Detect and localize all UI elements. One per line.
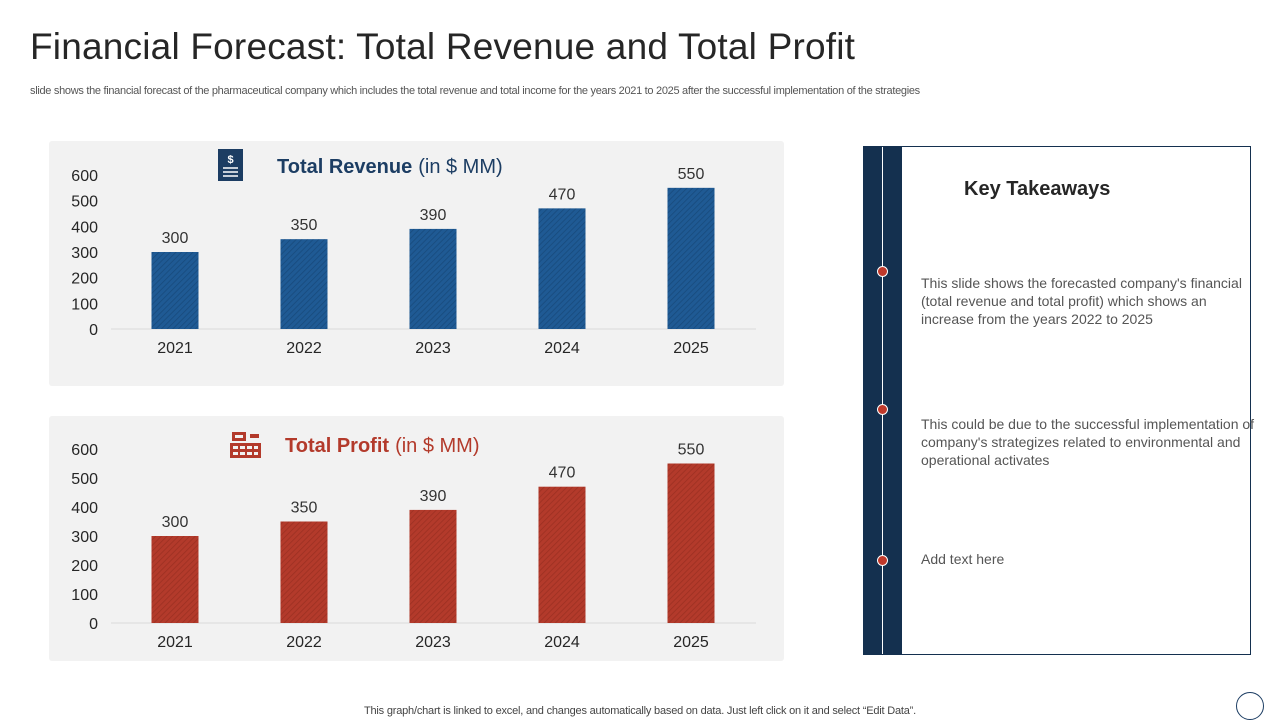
rev-bar-2021[interactable] (151, 252, 199, 329)
rev-x-tick-label: 2023 (415, 340, 451, 357)
rev-bar-2024[interactable] (538, 208, 586, 329)
prof-x-tick-label: 2024 (544, 634, 580, 651)
rev-x-tick-label: 2025 (673, 340, 709, 357)
rev-data-label: 350 (291, 217, 318, 234)
navigation-circle-icon[interactable] (1236, 692, 1264, 720)
profit-title-unit: (in $ MM) (395, 435, 479, 457)
cash-register-icon (230, 432, 261, 458)
rev-y-tick-label: 500 (71, 194, 98, 211)
prof-y-tick-label: 200 (71, 558, 98, 575)
rev-data-label: 300 (162, 230, 189, 247)
prof-y-tick-label: 400 (71, 500, 98, 517)
rev-bar-2025[interactable] (667, 187, 715, 329)
dollar-document-icon: $ (218, 149, 243, 181)
prof-x-tick-label: 2021 (157, 634, 193, 651)
prof-x-tick-label: 2025 (673, 634, 709, 651)
svg-text:$: $ (227, 154, 233, 166)
prof-data-label: 300 (162, 514, 189, 531)
takeaway-item-3[interactable]: Add text here (921, 551, 1005, 567)
prof-bar-2023[interactable] (409, 509, 457, 623)
takeaway-item-2: This could be due to the successful impl… (921, 416, 1255, 468)
rev-y-tick-label: 200 (71, 271, 98, 288)
prof-bar-2025[interactable] (667, 463, 715, 624)
rev-data-label: 390 (420, 207, 447, 224)
revenue-chart[interactable]: $ Total Revenue (in $ MM) 0 100 200 300 400 50… (49, 141, 784, 386)
rev-bar-2023[interactable] (409, 228, 457, 329)
rev-x-tick-label: 2022 (286, 340, 322, 357)
rev-y-tick-label: 400 (71, 219, 98, 236)
revenue-chart-panel[interactable]: $ Total Revenue (in $ MM) 0 100 200 300 400 50… (49, 141, 784, 386)
profit-title-bold: Total Profit (285, 435, 389, 457)
rev-y-tick-label: 0 (89, 322, 98, 339)
key-takeaways-panel: Key Takeaways This slide shows the forec… (863, 146, 1254, 655)
rev-data-label: 550 (678, 166, 705, 183)
prof-data-label: 390 (420, 488, 447, 505)
page-subtitle: slide shows the financial forecast of th… (30, 85, 920, 97)
rev-bar-2022[interactable] (280, 239, 328, 329)
prof-y-tick-label: 100 (71, 587, 98, 604)
takeaway-sidebar-strip (864, 147, 902, 654)
prof-bar-2022[interactable] (280, 521, 328, 624)
prof-y-tick-label: 500 (71, 471, 98, 488)
revenue-title-unit: (in $ MM) (418, 156, 502, 178)
page-title: Financial Forecast: Total Revenue and To… (30, 26, 856, 67)
prof-y-tick-label: 600 (71, 442, 98, 459)
key-takeaways-heading: Key Takeaways (964, 178, 1111, 200)
rev-y-tick-label: 100 (71, 296, 98, 313)
timeline-line (882, 147, 883, 654)
rev-data-label: 470 (549, 186, 576, 203)
prof-x-tick-label: 2023 (415, 634, 451, 651)
prof-bar-2024[interactable] (538, 486, 586, 623)
prof-y-tick-label: 0 (89, 616, 98, 633)
profit-chart[interactable]: Total Profit (in $ MM) 0 100 200 300 400 500 60… (49, 416, 784, 661)
profit-chart-title: Total Profit (in $ MM) (285, 435, 480, 457)
prof-y-tick-label: 300 (71, 529, 98, 546)
timeline-dot-1 (877, 266, 888, 277)
profit-chart-panel[interactable]: Total Profit (in $ MM) 0 100 200 300 400 500 60… (49, 416, 784, 661)
prof-data-label: 470 (549, 465, 576, 482)
prof-data-label: 550 (678, 442, 705, 459)
prof-x-tick-label: 2022 (286, 634, 322, 651)
timeline-dot-2 (877, 404, 888, 415)
rev-x-tick-label: 2021 (157, 340, 193, 357)
rev-y-tick-label: 600 (71, 168, 98, 185)
revenue-title-bold: Total Revenue (277, 156, 412, 178)
revenue-chart-title: Total Revenue (in $ MM) (277, 156, 503, 178)
prof-bar-2021[interactable] (151, 536, 199, 623)
timeline-dot-3 (877, 555, 888, 566)
rev-y-tick-label: 300 (71, 245, 98, 262)
rev-x-tick-label: 2024 (544, 340, 580, 357)
footer-note: This graph/chart is linked to excel, and… (364, 705, 916, 717)
prof-data-label: 350 (291, 500, 318, 517)
takeaway-item-1: This slide shows the forecasted company'… (921, 275, 1242, 327)
